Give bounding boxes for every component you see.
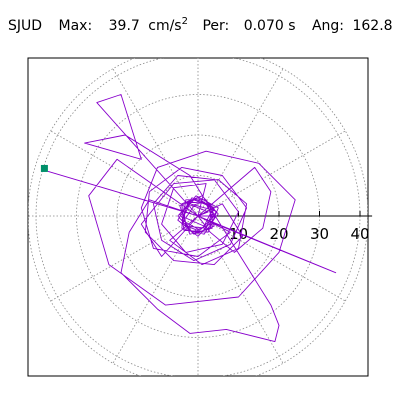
radial-tick-label: 40 [350,225,369,243]
max-unit-exponent: 2 [181,16,188,27]
grid-spoke-150 [50,130,199,217]
max-unit: cm/s2 [148,16,188,35]
ang-value: 162.8 [352,18,393,34]
max-unit-base: cm/s [148,18,182,34]
motion-trace [47,94,337,343]
ang-label: Ang: [311,18,345,34]
chart-title: SJUD Max: 39.7 cm/s2 Per: 0.070 s Ang: 1… [8,16,393,35]
grid-spoke-300 [197,215,284,364]
grid-spoke-120 [112,68,199,217]
grid-spoke-60 [197,68,284,217]
per-value: 0.070 s [243,18,296,34]
per-label: Per: [202,18,230,34]
grid-spoke-240 [112,215,199,364]
peak-marker [40,164,48,172]
grid-spoke-210 [50,215,199,302]
max-value: 39.7 [108,18,140,34]
radial-tick-label: 20 [269,225,288,243]
grid-spoke-30 [197,130,346,217]
peak-layer [40,164,48,172]
grid-spoke-330 [197,215,346,302]
trace-series-0 [47,94,337,343]
station-code: SJUD [8,18,43,34]
max-label: Max: [58,18,93,34]
radial-tick-label: 30 [310,225,329,243]
radial-axis: 10 20 30 40 [198,211,373,243]
radial-tick-label: 10 [229,225,248,243]
